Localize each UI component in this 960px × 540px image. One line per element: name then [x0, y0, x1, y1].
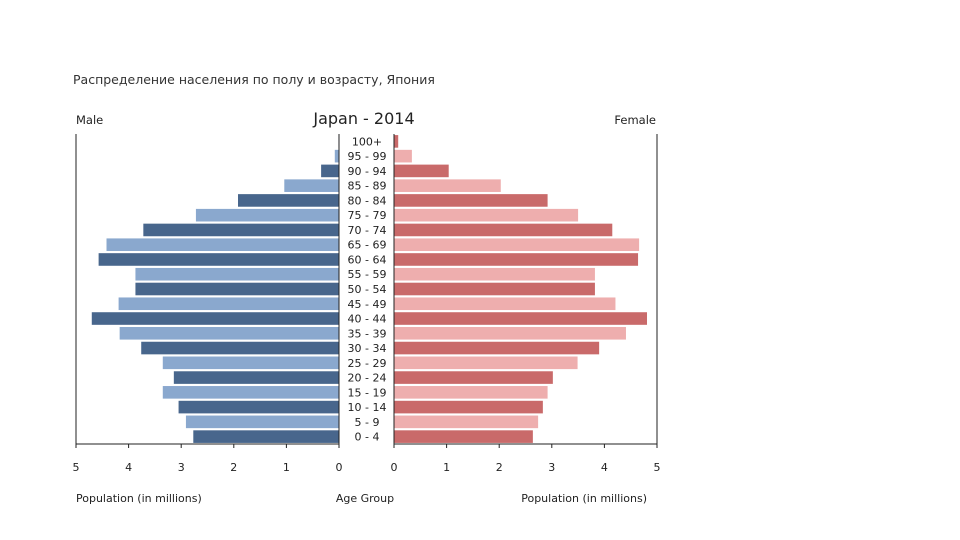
x-axis-label-age-group: Age Group: [336, 492, 394, 505]
age-group-label: 85 - 89: [348, 180, 387, 193]
female-bars: [394, 135, 648, 443]
male-tick-label: 4: [125, 461, 132, 474]
male-bar-5-9: [185, 415, 339, 429]
female-tick-label: 0: [391, 461, 398, 474]
age-group-label: 65 - 69: [348, 239, 387, 252]
female-bar-75-79: [394, 208, 579, 222]
male-bar-85-89: [284, 179, 339, 192]
age-group-label: 80 - 84: [348, 194, 387, 207]
male-bar-35-39: [119, 326, 340, 340]
age-group-label: 15 - 19: [348, 386, 387, 399]
female-bar-100plus: [394, 135, 399, 148]
female-bar-85-89: [394, 179, 501, 192]
axes: [75, 134, 658, 448]
age-group-label: 10 - 14: [348, 401, 387, 414]
age-group-label: 90 - 94: [348, 165, 387, 178]
female-bar-25-29: [394, 356, 578, 370]
age-group-label: 30 - 34: [348, 342, 387, 355]
age-group-label: 20 - 24: [348, 372, 387, 385]
male-bar-75-79: [195, 208, 339, 222]
female-bar-70-74: [394, 223, 613, 237]
male-bar-45-49: [118, 297, 339, 311]
age-group-label: 25 - 29: [348, 357, 387, 370]
male-bar-25-29: [162, 356, 339, 370]
female-bar-35-39: [394, 326, 626, 340]
age-group-label: 95 - 99: [348, 150, 387, 163]
female-bar-55-59: [394, 267, 595, 281]
male-bar-65-69: [106, 238, 340, 252]
female-bar-60-64: [394, 253, 639, 266]
female-bar-50-54: [394, 282, 595, 296]
female-bar-90-94: [394, 164, 449, 178]
age-group-label: 60 - 64: [348, 253, 387, 266]
female-bar-20-24: [394, 371, 553, 384]
x-axis-label-male: Population (in millions): [76, 492, 202, 505]
male-bar-70-74: [143, 223, 339, 237]
female-bar-30-34: [394, 341, 600, 355]
age-group-label: 35 - 39: [348, 327, 387, 340]
male-bar-80-84: [238, 194, 339, 207]
male-bar-0-4: [193, 430, 339, 443]
male-bar-40-44: [91, 312, 339, 325]
female-bar-45-49: [394, 297, 616, 311]
age-group-label: 5 - 9: [355, 416, 380, 429]
female-bar-40-44: [394, 312, 648, 325]
male-label: Male: [76, 113, 103, 127]
age-group-label: 45 - 49: [348, 298, 387, 311]
age-group-label: 50 - 54: [348, 283, 387, 296]
female-bar-15-19: [394, 386, 548, 399]
male-bar-55-59: [135, 267, 339, 281]
male-tick-label: 5: [73, 461, 80, 474]
male-bar-90-94: [321, 164, 339, 178]
female-bar-5-9: [394, 415, 539, 429]
male-bar-60-64: [98, 253, 339, 266]
female-tick-label: 3: [548, 461, 555, 474]
female-tick-label: 5: [654, 461, 661, 474]
female-bar-95-99: [394, 149, 412, 163]
female-label: Female: [614, 113, 656, 127]
male-bar-15-19: [162, 386, 339, 399]
female-tick-label: 1: [443, 461, 450, 474]
male-bar-95-99: [334, 149, 339, 163]
male-bar-20-24: [173, 371, 339, 384]
age-group-label: 70 - 74: [348, 224, 387, 237]
x-axis-label-female: Population (in millions): [521, 492, 647, 505]
female-bar-10-14: [394, 400, 543, 414]
chart-title: Japan - 2014: [312, 109, 414, 128]
female-bar-65-69: [394, 238, 640, 252]
male-tick-label: 1: [283, 461, 290, 474]
male-bar-50-54: [135, 282, 339, 296]
male-tick-label: 0: [336, 461, 343, 474]
male-bars: [91, 135, 340, 443]
page-subtitle: Распределение населения по полу и возрас…: [73, 72, 435, 87]
tick-labels: 0 0 1 1 2 2 3 3 4 4 5 5: [73, 461, 661, 474]
male-bar-30-34: [141, 341, 339, 355]
age-group-label: 75 - 79: [348, 209, 387, 222]
male-tick-label: 2: [230, 461, 237, 474]
age-group-label: 0 - 4: [355, 431, 380, 444]
female-tick-label: 2: [496, 461, 503, 474]
age-group-label: 100+: [352, 135, 382, 148]
female-bar-0-4: [394, 430, 533, 443]
female-bar-80-84: [394, 194, 548, 207]
age-group-label: 55 - 59: [348, 268, 387, 281]
male-bar-10-14: [178, 400, 339, 414]
age-group-label: 40 - 44: [348, 313, 387, 326]
male-tick-label: 3: [178, 461, 185, 474]
female-tick-label: 4: [601, 461, 608, 474]
